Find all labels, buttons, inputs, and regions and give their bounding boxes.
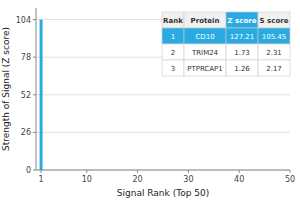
table-header: Z score [228, 17, 257, 25]
bar [40, 20, 43, 170]
table-text: 1 [171, 33, 175, 41]
x-tick-label: 10 [82, 175, 92, 184]
table-text: 2.17 [266, 65, 282, 73]
x-tick-label: 50 [285, 175, 295, 184]
x-tick-label: 40 [234, 175, 244, 184]
bars [40, 20, 43, 170]
y-tick [33, 170, 36, 171]
y-axis-label: Strength of Signal (Z score) [1, 27, 11, 151]
x-tick-label: 30 [183, 175, 193, 184]
table-cell [258, 28, 290, 44]
table-cell [226, 60, 258, 76]
x-axis-label: Signal Rank (Top 50) [117, 188, 209, 198]
table-cell [162, 60, 184, 76]
y-tick [33, 57, 36, 58]
y-tick-label: 78 [21, 53, 31, 62]
x-tick [239, 170, 240, 173]
y-tick [33, 19, 36, 20]
table-header: S score [260, 17, 289, 25]
table-text: 1.26 [234, 65, 250, 73]
table-cell [162, 12, 184, 28]
chart: 1 10 20 30 40 50 0 26 52 78 104 Signal Rank (Top 50… [0, 0, 300, 200]
table-text: TRIM24 [191, 49, 219, 57]
table-text: 105.45 [262, 33, 287, 41]
table-text: CD10 [195, 33, 214, 41]
table-header: Rank [163, 17, 183, 25]
table-cell [162, 28, 184, 44]
x-tick-label: 1 [39, 175, 44, 184]
grid-line [36, 170, 290, 171]
table-header: Protein [191, 17, 220, 25]
y-tick-label: 0 [26, 166, 31, 175]
x-tick-label: 20 [133, 175, 143, 184]
y-tick [33, 132, 36, 133]
table-cell [184, 60, 226, 76]
table-text: 127.21 [230, 33, 255, 41]
y-axis [36, 8, 37, 170]
table-cell [226, 12, 258, 28]
x-tick [137, 170, 138, 173]
x-axis [36, 170, 290, 171]
table-cell [184, 12, 226, 28]
table-text: 1.73 [234, 49, 250, 57]
x-tick [290, 170, 291, 173]
y-tick-label: 26 [21, 128, 31, 137]
table-cell [258, 44, 290, 60]
y-tick-label: 52 [21, 91, 31, 100]
table-text: 2.31 [266, 49, 282, 57]
grid-line [36, 94, 290, 95]
table-cell [162, 44, 184, 60]
x-tick [86, 170, 87, 173]
x-tick [188, 170, 189, 173]
table-cell [258, 12, 290, 28]
table-text: 2 [171, 49, 175, 57]
table-text: PTPRCAP1 [187, 65, 223, 73]
table-cell [184, 28, 226, 44]
x-tick [41, 170, 42, 173]
table-cell [226, 28, 258, 44]
table-cell [258, 60, 290, 76]
table-text: 3 [171, 65, 175, 73]
grid-line [36, 132, 290, 133]
y-tick-label: 104 [16, 16, 31, 25]
table-cell [226, 44, 258, 60]
y-tick [33, 94, 36, 95]
table-cell [184, 44, 226, 60]
table: Rank Protein Z scoreS score 1 CD10 127.21 105.… [162, 12, 290, 76]
